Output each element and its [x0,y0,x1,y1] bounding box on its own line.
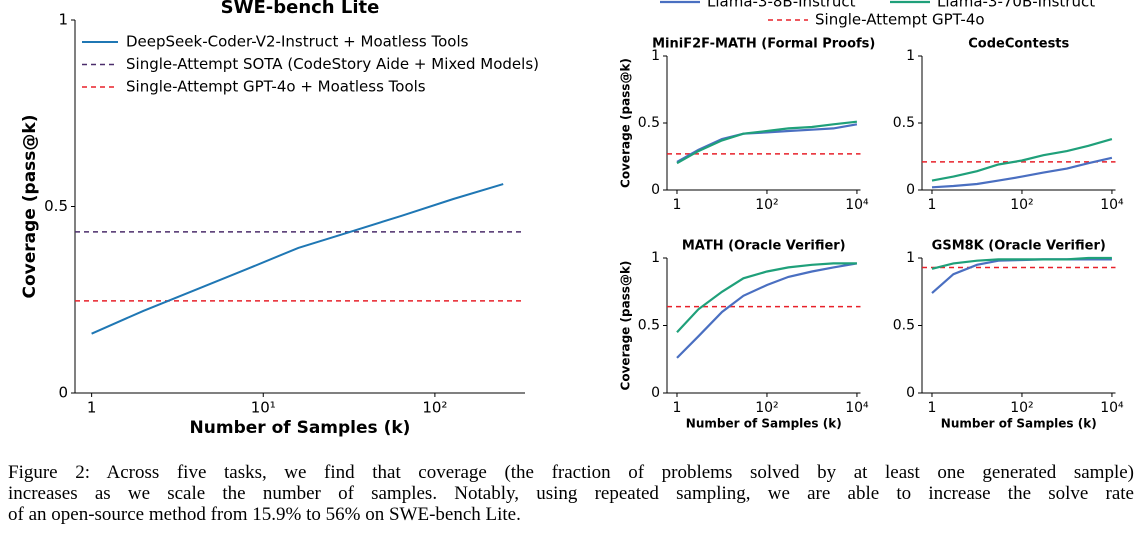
x-tick-label: 10² [1010,400,1033,416]
y-axis-label: Coverage (pass@k) [619,58,633,188]
figure: 0 0.5 1 1 10¹ 10² SWE-bench Lite Coverage (pass… [20,0,1124,438]
caption-line: of an open-source method from 15.9% to 5… [8,504,521,525]
legend-label: Single-Attempt GPT-4o + Moatless Tools [126,78,426,96]
y-tick-label: 0 [906,182,915,198]
y-tick-label: 1 [651,250,660,266]
x-tick-label: 10⁴ [1100,400,1124,416]
x-tick-label: 10² [422,399,447,417]
y-tick-label: 1 [58,11,68,29]
x-tick-label: 1 [673,400,682,416]
series-line [931,258,1112,294]
y-tick-label: 1 [906,250,915,266]
x-tick-label: 1 [928,400,937,416]
x-axis-label: Number of Samples (k) [190,418,411,438]
legend-label: Llama-3-70B-Instruct [937,0,1095,11]
series-line [931,256,1112,270]
series-line [931,138,1113,182]
series-line [91,183,504,335]
x-tick-label: 10² [1010,197,1033,213]
caption-line: Figure 2: Across five tasks, we find tha… [8,462,1134,483]
chart-title: SWE-bench Lite [221,0,380,18]
y-tick-label: 0 [906,385,915,401]
legend-label: Single-Attempt GPT-4o [815,11,985,29]
y-tick-label: 0.5 [893,318,915,334]
y-tick-label: 0.5 [638,115,660,131]
y-tick-label: 0 [58,384,68,402]
x-tick-label: 10² [755,400,778,416]
chart-title: MATH (Oracle Verifier) [682,239,846,254]
subplot: 0 0.5 1 1 10² 10⁴ CodeContests [893,37,1124,214]
caption: Figure 2: Across five tasks, we find tha… [8,462,1134,525]
chart-title: MiniF2F-MATH (Formal Proofs) [652,37,875,52]
x-tick-label: 10¹ [251,399,276,417]
subplot: 0 0.5 1 1 10² 10⁴ GSM8K (Oracle Verifier) Numbe… [893,239,1124,431]
chart-title: GSM8K (Oracle Verifier) [932,239,1106,254]
series-line [676,123,858,163]
y-tick-label: 0.5 [893,115,915,131]
legend-label: DeepSeek-Coder-V2-Instruct + Moatless To… [126,33,469,51]
x-axis-label: Number of Samples (k) [686,417,842,431]
subplot: 0 0.5 1 1 10² 10⁴ MiniF2F-MATH (Formal Proofs)… [619,37,876,214]
caption-line: increases as we scale the number of samp… [8,483,1134,504]
y-tick-label: 1 [651,48,660,64]
x-tick-label: 1 [673,197,682,213]
series-line [676,262,857,334]
legend-label: Llama-3-8B-Instruct [707,0,856,11]
subplot: 0 0.5 1 1 10¹ 10² SWE-bench Lite Coverage (pass… [20,0,539,438]
x-tick-label: 1 [928,197,937,213]
y-tick-label: 0 [651,182,660,198]
x-tick-label: 1 [87,399,97,417]
series-line [931,156,1113,189]
chart-title: CodeContests [968,37,1069,52]
x-axis-label: Number of Samples (k) [941,417,1097,431]
x-tick-label: 10⁴ [845,197,869,213]
x-tick-label: 10⁴ [1100,197,1124,213]
series-line [676,120,858,165]
x-tick-label: 10² [755,197,778,213]
y-tick-label: 1 [906,48,915,64]
y-axis-label: Coverage (pass@k) [619,261,633,391]
x-tick-label: 10⁴ [845,400,869,416]
legend-label: Single-Attempt SOTA (CodeStory Aide + Mi… [126,55,539,73]
subplot: 0 0.5 1 1 10² 10⁴ MATH (Oracle Verifier) Covera… [619,239,870,431]
y-axis-label: Coverage (pass@k) [20,115,40,299]
series-line [676,262,858,359]
y-tick-label: 0.5 [44,197,68,215]
y-tick-label: 0.5 [638,318,660,334]
y-tick-label: 0 [651,385,660,401]
